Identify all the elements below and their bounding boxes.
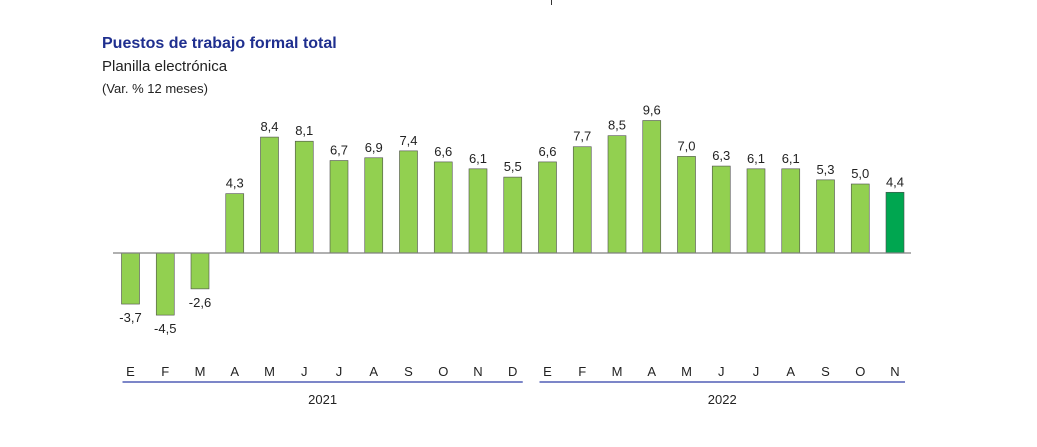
x-tick-label-23: N [890, 364, 899, 379]
data-label-11: 6,1 [469, 151, 487, 166]
year-group-label-2021: 2021 [308, 392, 337, 407]
bar-23 [885, 191, 905, 254]
x-tick-label-16: A [647, 364, 656, 379]
bar-22 [850, 183, 870, 254]
bar-9 [399, 150, 418, 254]
chart-unit-note: (Var. % 12 meses) [102, 81, 208, 96]
year-group-label-2022: 2022 [708, 392, 737, 407]
x-tick-label-10: O [438, 364, 448, 379]
bar-3 [190, 252, 210, 290]
bar-19 [746, 168, 766, 254]
x-tick-label-17: M [681, 364, 692, 379]
bar-15 [607, 135, 627, 254]
top-tick-mark [551, 0, 552, 5]
data-label-1: -3,7 [119, 310, 141, 325]
x-tick-label-22: O [855, 364, 865, 379]
data-label-19: 6,1 [747, 151, 765, 166]
bar-11 [468, 168, 488, 254]
x-tick-label-3: M [195, 364, 206, 379]
x-tick-label-13: E [543, 364, 552, 379]
bar-18 [711, 165, 731, 254]
x-tick-label-19: J [753, 364, 760, 379]
chart-title: Puestos de trabajo formal total [102, 35, 337, 52]
data-label-6: 8,1 [295, 123, 313, 138]
bar-21 [816, 179, 835, 254]
data-label-5: 8,4 [260, 119, 278, 134]
data-label-10: 6,6 [434, 144, 452, 159]
bar-2 [155, 252, 175, 316]
data-label-8: 6,9 [365, 140, 383, 155]
x-tick-label-6: J [301, 364, 308, 379]
data-label-15: 8,5 [608, 118, 626, 133]
x-tick-label-4: A [230, 364, 239, 379]
x-tick-label-11: N [473, 364, 482, 379]
bar-8 [364, 157, 384, 254]
x-tick-label-9: S [404, 364, 413, 379]
bar-14 [572, 146, 592, 254]
bar-10 [433, 161, 453, 254]
bar-4 [225, 193, 245, 254]
data-label-9: 7,4 [399, 133, 417, 148]
bar-5 [260, 136, 279, 254]
x-tick-label-1: E [126, 364, 135, 379]
bar-1 [121, 252, 140, 305]
data-label-2: -4,5 [154, 321, 176, 336]
x-tick-label-2: F [161, 364, 169, 379]
bar-12 [503, 176, 523, 254]
data-label-18: 6,3 [712, 148, 730, 163]
chart-subtitle: Planilla electrónica [102, 58, 228, 75]
x-tick-label-21: S [821, 364, 830, 379]
x-tick-label-14: F [578, 364, 586, 379]
data-label-12: 5,5 [504, 159, 522, 174]
bar-16 [642, 120, 662, 254]
x-tick-label-15: M [612, 364, 623, 379]
data-label-4: 4,3 [226, 176, 244, 191]
data-label-13: 6,6 [538, 144, 556, 159]
data-label-16: 9,6 [643, 103, 661, 118]
data-label-20: 6,1 [782, 151, 800, 166]
bar-13 [538, 161, 557, 254]
data-label-3: -2,6 [189, 295, 211, 310]
data-label-21: 5,3 [816, 162, 834, 177]
x-tick-label-18: J [718, 364, 725, 379]
data-label-22: 5,0 [851, 166, 869, 181]
bar-20 [781, 168, 801, 254]
data-label-14: 7,7 [573, 129, 591, 144]
x-tick-label-5: M [264, 364, 275, 379]
data-label-23: 4,4 [886, 174, 904, 189]
x-tick-label-12: D [508, 364, 517, 379]
data-label-17: 7,0 [677, 138, 695, 153]
x-tick-label-8: A [369, 364, 378, 379]
bar-6 [294, 140, 314, 254]
bar-17 [677, 156, 696, 254]
data-label-7: 6,7 [330, 143, 348, 158]
x-tick-label-7: J [336, 364, 343, 379]
x-tick-label-20: A [786, 364, 795, 379]
bar-7 [329, 160, 349, 254]
